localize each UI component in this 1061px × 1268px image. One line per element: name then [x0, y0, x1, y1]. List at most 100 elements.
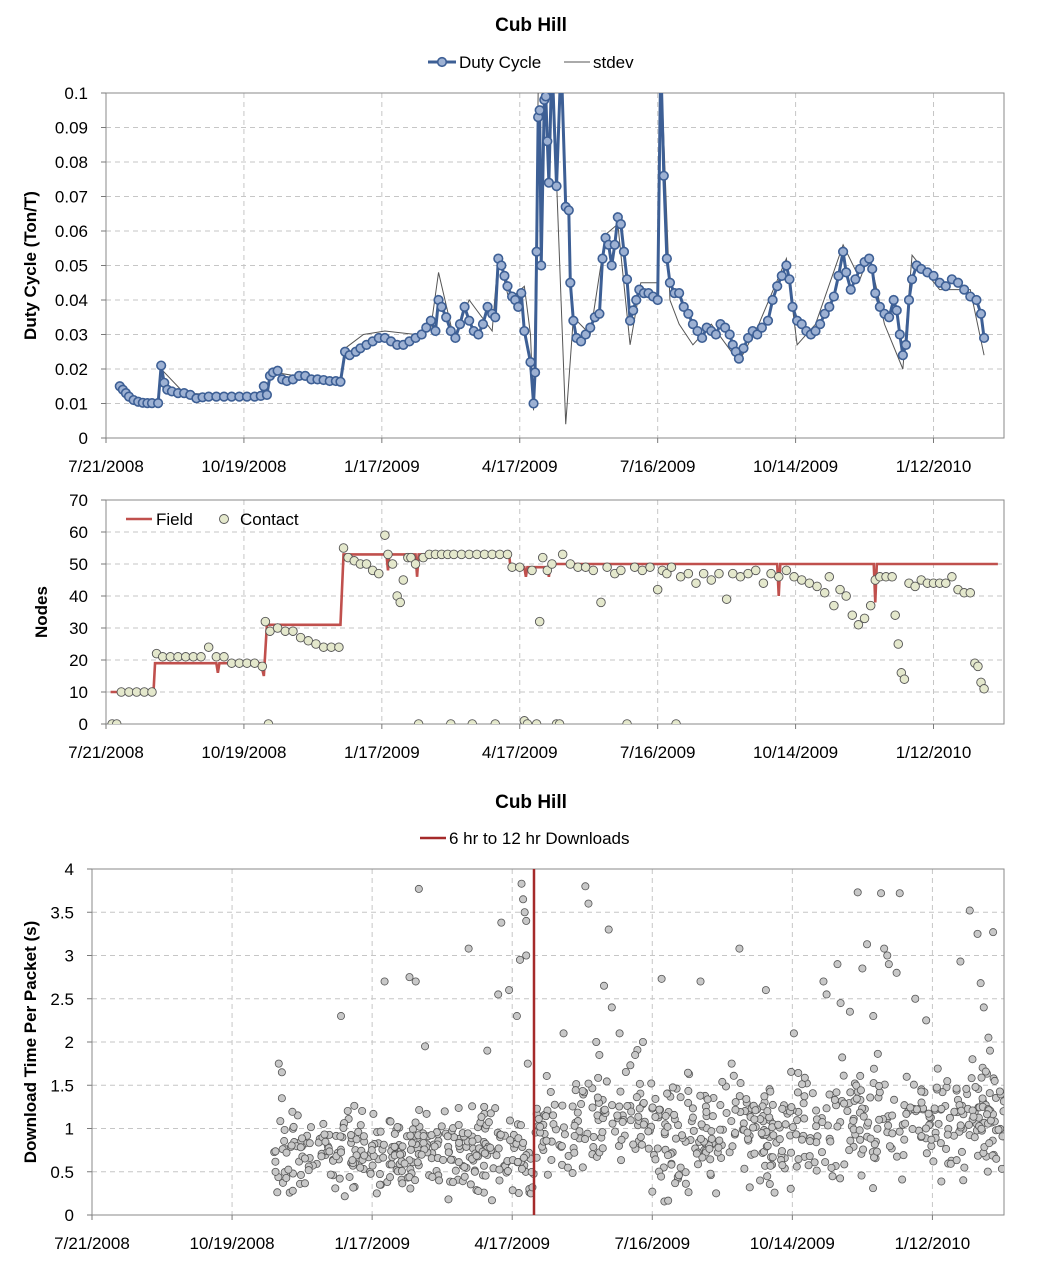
download-time-point — [549, 1120, 558, 1129]
y-tick-label: 0.05 — [55, 257, 88, 276]
download-time-point — [657, 974, 666, 983]
download-time-point — [541, 1112, 550, 1121]
download-time-point — [474, 1186, 483, 1195]
download-time-point — [671, 1134, 680, 1143]
download-time-point — [354, 1127, 363, 1136]
duty-cycle-point — [850, 274, 861, 285]
download-time-point — [702, 1107, 711, 1116]
download-time-point — [411, 1176, 420, 1185]
download-time-point — [454, 1158, 463, 1167]
download-time-point — [663, 1151, 672, 1160]
duty-cycle-point — [615, 219, 626, 230]
download-time-point — [631, 1050, 640, 1059]
download-time-point — [756, 1176, 765, 1185]
duty-cycle-point — [784, 274, 795, 285]
duty-cycle-point — [692, 325, 703, 337]
download-time-point — [293, 1111, 302, 1120]
contact-point — [522, 719, 533, 724]
download-time-point — [600, 981, 609, 990]
duty-cycle-point — [940, 281, 951, 292]
download-time-point — [707, 1127, 716, 1136]
duty-cycle-point — [272, 365, 283, 376]
download-time-point — [832, 1088, 841, 1097]
download-time-point — [636, 1132, 645, 1141]
duty-cycle-point — [870, 288, 881, 299]
download-time-point — [892, 968, 901, 977]
contact-point — [398, 575, 409, 585]
chart-title: Cub Hill — [495, 15, 567, 36]
x-tick-label: 4/17/2009 — [482, 457, 558, 476]
download-time-point — [477, 1113, 486, 1122]
download-time-point — [989, 928, 998, 937]
download-time-point — [869, 1012, 878, 1021]
download-time-point — [839, 1071, 848, 1080]
download-time-point — [895, 1127, 904, 1136]
download-time-point — [655, 1105, 664, 1114]
download-time-point — [735, 1092, 744, 1101]
duty-cycle-point — [837, 246, 849, 257]
duty-cycle-point — [658, 170, 669, 181]
download-time-point — [962, 1084, 971, 1093]
duty-cycle-point — [819, 308, 830, 319]
contact-point — [721, 594, 732, 604]
duty-cycle-point — [454, 319, 466, 330]
download-time-point — [419, 1138, 428, 1147]
download-time-point — [714, 1143, 723, 1152]
contact-point — [947, 572, 957, 582]
download-time-point — [883, 951, 892, 960]
contact-point — [219, 652, 229, 662]
download-time-point — [634, 1112, 643, 1121]
download-time-point — [444, 1148, 453, 1157]
download-time-point — [352, 1135, 361, 1144]
contact-point — [406, 552, 416, 563]
download-time-point — [853, 888, 862, 897]
y-tick-label: 4 — [65, 860, 74, 879]
y-tick-label: 0.01 — [55, 395, 88, 414]
legend-duty-cycle-marker — [436, 56, 448, 68]
download-time-point — [271, 1157, 280, 1166]
download-time-point — [970, 1133, 979, 1142]
y-tick-label: 2.5 — [50, 990, 74, 1009]
download-time-point — [707, 1134, 716, 1143]
download-time-point — [559, 1029, 568, 1038]
download-time-point — [864, 1118, 873, 1127]
download-time-point — [321, 1137, 330, 1146]
download-time-point — [827, 1163, 836, 1172]
contact-point — [683, 568, 694, 579]
contact-point — [829, 600, 839, 611]
download-time-point — [367, 1146, 376, 1155]
contact-point — [147, 687, 157, 697]
download-time-point — [689, 1126, 698, 1135]
download-time-point — [736, 1079, 745, 1088]
download-time-point — [379, 1153, 388, 1162]
download-time-point — [588, 1103, 597, 1112]
download-time-point — [952, 1084, 961, 1093]
contact-point — [859, 613, 870, 624]
x-tick-label: 1/12/2010 — [896, 457, 972, 476]
download-time-point — [466, 1180, 475, 1189]
download-time-point — [505, 986, 514, 995]
download-time-point — [479, 1161, 488, 1170]
download-time-point — [906, 1103, 915, 1112]
download-time-point — [496, 1130, 505, 1139]
download-time-point — [608, 1119, 617, 1128]
download-time-point — [950, 1107, 959, 1116]
contact-point — [334, 642, 344, 652]
download-time-point — [506, 1136, 515, 1145]
nodes-chart: 7/21/2008 10/19/2008 1/17/2009 4/17/2009 7/1… — [32, 491, 1005, 762]
download-time-point — [852, 1094, 861, 1103]
download-time-point — [895, 889, 904, 898]
duty-cycle-point — [335, 376, 346, 387]
download-time-point — [406, 1145, 415, 1154]
download-time-point — [494, 990, 503, 999]
download-time-chart: Cub Hill 7/21/2008 10/19/2008 1/17/2009 4/17… — [21, 792, 1005, 1253]
download-time-point — [549, 1111, 558, 1120]
download-time-point — [491, 1104, 500, 1113]
download-time-point — [922, 1149, 931, 1158]
download-time-point — [870, 1140, 879, 1149]
download-time-point — [346, 1131, 355, 1140]
download-time-point — [937, 1104, 946, 1113]
download-time-point — [930, 1104, 939, 1113]
download-time-point — [460, 1172, 469, 1181]
download-time-point — [516, 1121, 525, 1130]
